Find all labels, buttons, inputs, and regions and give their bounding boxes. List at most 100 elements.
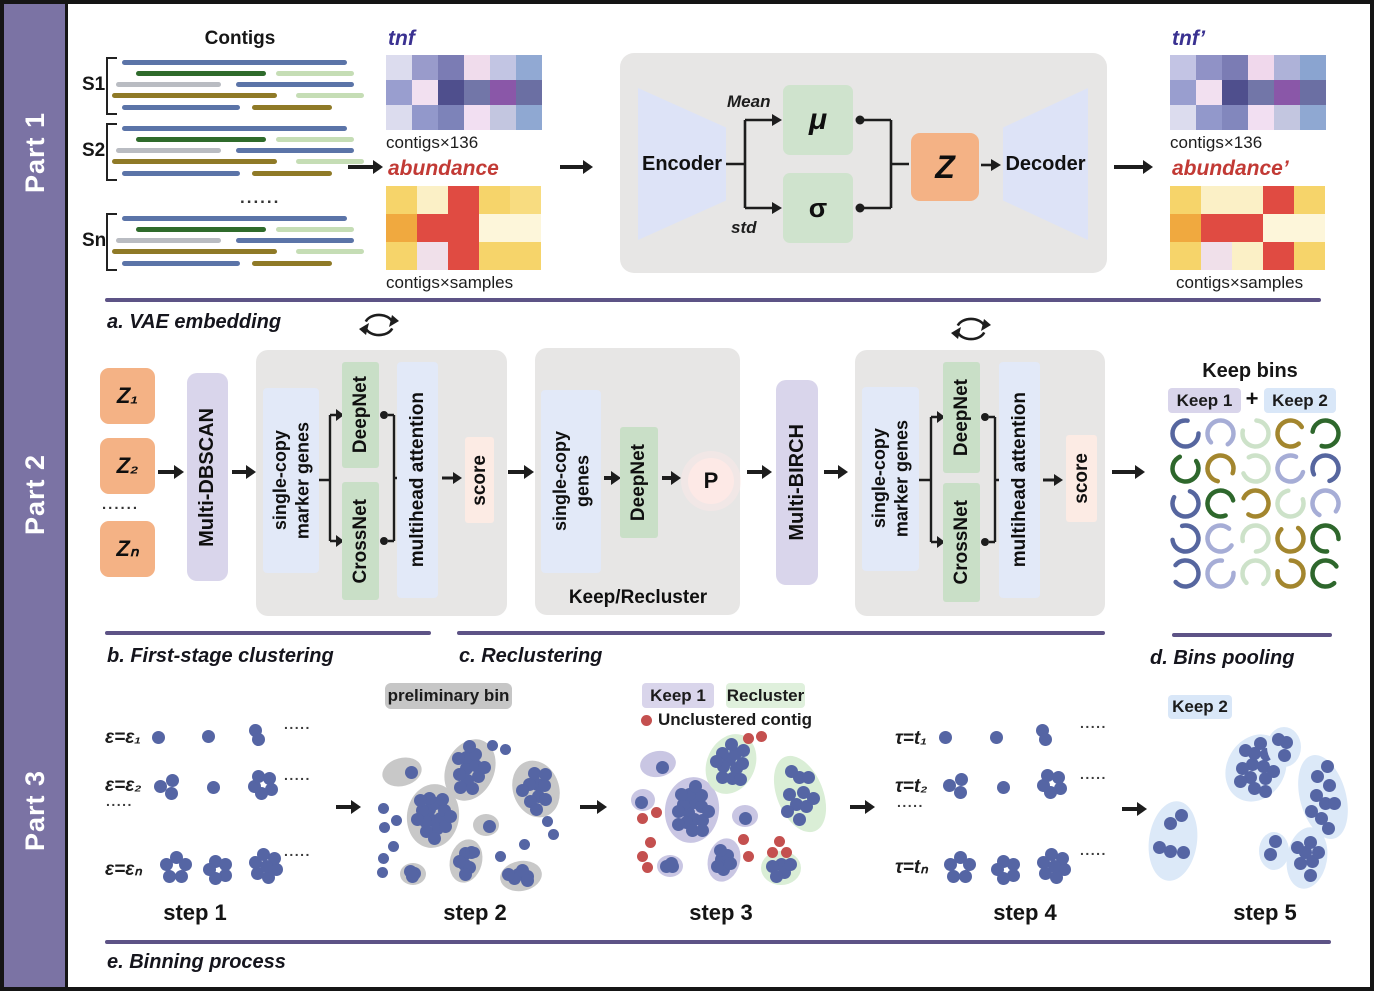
- contig-dot: [1049, 870, 1063, 884]
- sidebar-part3-label: Part 3: [20, 769, 51, 851]
- step2-caption: step 2: [443, 900, 507, 925]
- section-label-d: d. Bins pooling: [1150, 647, 1295, 669]
- contig-line: [276, 71, 354, 76]
- contig-dot: [1176, 845, 1190, 859]
- contig-dot: [466, 782, 480, 796]
- contig-dot: [529, 803, 543, 817]
- contig-dot: [1238, 744, 1252, 758]
- contig-dot: [159, 858, 173, 872]
- contig-dot: [515, 864, 529, 878]
- heatmap-cell: [1170, 186, 1201, 214]
- contig-line: [112, 159, 277, 164]
- abundance-out-caption: contigs×samples: [1176, 273, 1304, 292]
- heatmap-cell: [464, 55, 490, 80]
- contig-dot: [377, 802, 389, 814]
- heatmap-cell: [386, 214, 417, 242]
- arrow-deepnet-to-p: [662, 471, 681, 484]
- contig-dot: [785, 765, 799, 779]
- heatmap-cell: [510, 186, 541, 214]
- contig-dot: [444, 809, 458, 823]
- contig-line: [136, 227, 266, 232]
- trail-ellipsis: .....: [284, 843, 311, 859]
- contig-dot: [702, 805, 716, 819]
- contig-dot: [516, 784, 530, 798]
- contig-dot: [252, 770, 266, 784]
- contig-dot: [452, 751, 466, 765]
- contig-line: [122, 171, 240, 176]
- contig-dot: [792, 813, 806, 827]
- heatmap-cell: [448, 214, 479, 242]
- contig-dot: [733, 773, 747, 787]
- contig-dot: [175, 869, 189, 883]
- contig-dot: [206, 780, 220, 794]
- contig-dot: [797, 786, 811, 800]
- contig-dot: [710, 859, 724, 873]
- contig-dot: [252, 733, 266, 747]
- heatmap-cell: [479, 214, 510, 242]
- contig-dot: [644, 836, 656, 848]
- contig-dot: [1256, 759, 1270, 773]
- contig-dot: [387, 840, 399, 852]
- contig-dot: [736, 756, 750, 770]
- contig-dot: [259, 859, 273, 873]
- heatmap-cell: [1232, 242, 1263, 270]
- contig-line: [122, 126, 347, 131]
- contig-dot: [1327, 797, 1341, 811]
- contig-line: [296, 249, 364, 254]
- heatmap-cell: [448, 242, 479, 270]
- trail-ellipsis: .....: [284, 716, 311, 732]
- contig-line: [122, 105, 240, 110]
- tnf-heatmap: [386, 55, 542, 130]
- z2-box: Z₂: [100, 438, 155, 494]
- contig-dot: [413, 794, 427, 807]
- encoder-label: Encoder: [641, 152, 723, 175]
- z-latent-box: Z: [911, 133, 979, 201]
- rows-ellipsis: .....: [897, 794, 924, 810]
- contig-dot: [202, 863, 216, 877]
- abundance-caption: contigs×samples: [386, 273, 514, 292]
- heatmap-cell: [1222, 55, 1248, 80]
- std-label: std: [731, 218, 757, 237]
- heatmap-cell: [464, 80, 490, 105]
- contig-dot: [151, 730, 165, 744]
- step3-recluster-badge: Recluster: [726, 683, 805, 708]
- contig-dot: [482, 819, 496, 833]
- contig-dot: [1310, 769, 1324, 783]
- contig-dot: [989, 730, 1003, 744]
- contig-dot: [201, 729, 215, 743]
- contig-line: [252, 171, 332, 176]
- contig-dot: [738, 811, 752, 825]
- heatmap-cell: [1294, 242, 1325, 270]
- loop-icon-2: [951, 317, 991, 341]
- contig-dot: [165, 787, 179, 801]
- contig-dot: [742, 732, 754, 744]
- step3-keep1-badge: Keep 1: [642, 683, 714, 708]
- contig-dot: [650, 806, 662, 818]
- contig-dot: [773, 835, 785, 847]
- arrow-mid-to-birch: [747, 465, 772, 478]
- divider-d: [1172, 633, 1332, 637]
- contig-line: [116, 82, 221, 87]
- heatmap-cell: [510, 242, 541, 270]
- heatmap-cell: [490, 105, 516, 130]
- contig-dot: [636, 812, 648, 824]
- z1-box: Z₁: [100, 368, 155, 424]
- contig-dot: [688, 779, 702, 793]
- contig-dot: [665, 856, 679, 870]
- heatmap-cell: [417, 214, 448, 242]
- contig-dot: [261, 870, 275, 884]
- contig-line: [122, 60, 347, 65]
- samples-ellipsis: ......: [240, 188, 281, 207]
- contig-dot: [1271, 732, 1285, 746]
- contig-line: [136, 71, 266, 76]
- contig-dot: [462, 739, 476, 753]
- section-label-b: b. First-stage clustering: [107, 645, 334, 667]
- contig-dot: [1153, 840, 1167, 854]
- sidebar-part1-label: Part 1: [20, 111, 51, 193]
- heatmap-cell: [1294, 214, 1325, 242]
- heatmap-cell: [479, 186, 510, 214]
- contig-dot: [709, 754, 723, 768]
- contig-dot: [737, 833, 749, 845]
- tnf-caption: contigs×136: [386, 133, 479, 152]
